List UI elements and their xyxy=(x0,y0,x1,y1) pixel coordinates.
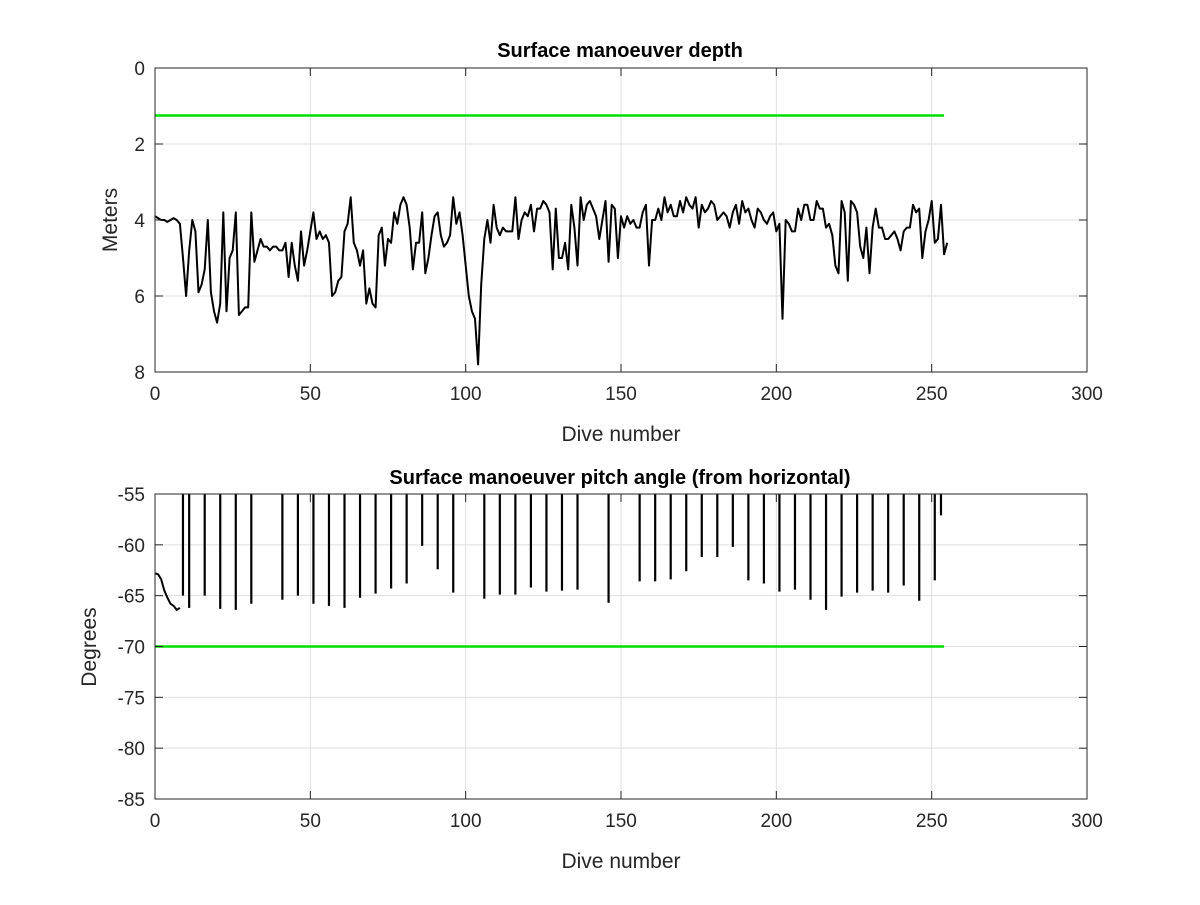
depth-ytick-label: 2 xyxy=(134,135,145,156)
depth-xtick-label: 0 xyxy=(150,384,161,405)
pitch-plot-title: Surface manoeuver pitch angle (from hori… xyxy=(389,467,850,489)
pitch-ytick-label: -85 xyxy=(118,790,145,811)
depth-ytick-label: 8 xyxy=(134,363,145,384)
depth-ytick-label: 6 xyxy=(134,287,145,308)
depth-ticks: 0 50 100 150 200 250 300 0 2 4 6 8 xyxy=(134,59,1102,405)
pitch-xtick-label: 300 xyxy=(1071,811,1103,832)
depth-series-line xyxy=(155,196,949,366)
pitch-plot: Surface manoeuver pitch angle (from hori… xyxy=(78,467,1103,873)
pitch-xtick-label: 50 xyxy=(300,811,321,832)
depth-x-axis-label: Dive number xyxy=(561,423,680,446)
pitch-xtick-label: 250 xyxy=(916,811,948,832)
depth-xtick-label: 250 xyxy=(916,384,948,405)
pitch-y-axis-label: Degrees xyxy=(78,607,101,686)
pitch-series xyxy=(155,494,943,612)
pitch-ticks: 0 50 100 150 200 250 300 -55 -60 -65 -70… xyxy=(118,485,1103,832)
depth-xtick-label: 300 xyxy=(1071,384,1103,405)
pitch-ytick-label: -55 xyxy=(118,485,145,506)
depth-xtick-label: 50 xyxy=(300,384,321,405)
depth-xtick-label: 200 xyxy=(760,384,792,405)
depth-ytick-label: 4 xyxy=(134,211,145,232)
pitch-x-axis-label: Dive number xyxy=(561,850,680,873)
depth-plot: Surface manoeuver depth 0 50 100 150 200… xyxy=(99,40,1103,446)
depth-y-axis-label: Meters xyxy=(99,188,122,252)
pitch-xtick-label: 150 xyxy=(605,811,637,832)
depth-ytick-label: 0 xyxy=(134,59,145,80)
depth-xtick-label: 150 xyxy=(605,384,637,405)
depth-xtick-label: 100 xyxy=(450,384,482,405)
pitch-initial-curve xyxy=(155,572,181,612)
depth-plot-title: Surface manoeuver depth xyxy=(497,40,743,62)
pitch-ytick-label: -70 xyxy=(118,638,145,659)
pitch-ytick-label: -80 xyxy=(118,739,145,760)
pitch-xtick-label: 0 xyxy=(150,811,161,832)
pitch-ytick-label: -75 xyxy=(118,688,145,709)
pitch-xtick-label: 100 xyxy=(450,811,482,832)
pitch-xtick-label: 200 xyxy=(760,811,792,832)
pitch-ytick-label: -60 xyxy=(118,536,145,557)
pitch-ytick-label: -65 xyxy=(118,587,145,608)
